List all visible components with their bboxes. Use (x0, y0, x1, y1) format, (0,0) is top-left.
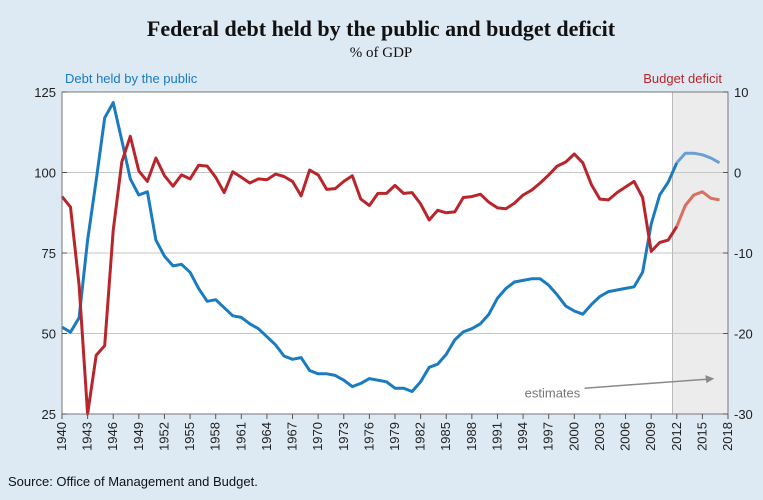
debt-line (61, 101, 679, 393)
x-tick-label: 2009 (643, 422, 658, 451)
right-tick-label: -10 (734, 246, 753, 261)
x-tick-label: 2003 (592, 422, 607, 451)
x-tick-label: 2015 (694, 422, 709, 451)
x-tick-label: 1955 (182, 422, 197, 451)
right-axis-label: Budget deficit (643, 71, 722, 86)
x-tick-label: 1943 (80, 422, 95, 451)
x-tick-label: 1958 (208, 422, 223, 451)
x-tick-label: 2012 (669, 422, 684, 451)
x-tick-label: 1973 (336, 422, 351, 451)
x-tick-label: 2000 (566, 422, 581, 451)
x-tick-label: 1979 (387, 422, 402, 451)
right-tick-label: -30 (734, 407, 753, 422)
estimates-arrowhead (705, 375, 715, 384)
x-tick-label: 1946 (105, 422, 120, 451)
x-tick-label: 1982 (413, 422, 428, 451)
deficit-line (60, 134, 679, 416)
left-tick-label: 50 (42, 327, 56, 342)
x-tick-label: 1970 (310, 422, 325, 451)
x-tick-label: 2006 (618, 422, 633, 451)
source-note: Source: Office of Management and Budget. (8, 474, 258, 489)
x-tick-label: 1994 (515, 422, 530, 451)
estimates-arrow (584, 378, 709, 389)
x-tick-label: 1940 (54, 422, 69, 451)
x-tick-label: 1988 (464, 422, 479, 451)
right-tick-label: 10 (734, 85, 748, 100)
x-tick-label: 1976 (361, 422, 376, 451)
deficit-estimate-line (675, 190, 720, 227)
left-axis-label: Debt held by the public (65, 71, 198, 86)
left-tick-label: 125 (34, 85, 56, 100)
x-tick-label: 1967 (285, 422, 300, 451)
left-tick-label: 100 (34, 166, 56, 181)
x-tick-label: 2018 (720, 422, 735, 451)
x-tick-label: 1985 (438, 422, 453, 451)
chart-title: Federal debt held by the public and budg… (147, 16, 616, 41)
x-tick-label: 1991 (489, 422, 504, 451)
chart-subtitle: % of GDP (350, 45, 413, 61)
left-tick-label: 25 (42, 407, 56, 422)
left-tick-label: 75 (42, 246, 56, 261)
right-tick-label: 0 (734, 166, 741, 181)
x-tick-label: 1961 (233, 422, 248, 451)
x-tick-label: 1997 (541, 422, 556, 451)
x-tick-label: 1964 (259, 422, 274, 451)
x-tick-label: 1952 (156, 422, 171, 451)
x-tick-label: 1949 (131, 422, 146, 451)
debt-estimate-line (675, 151, 721, 165)
right-tick-label: -20 (734, 327, 753, 342)
estimates-label: estimates (525, 385, 581, 400)
